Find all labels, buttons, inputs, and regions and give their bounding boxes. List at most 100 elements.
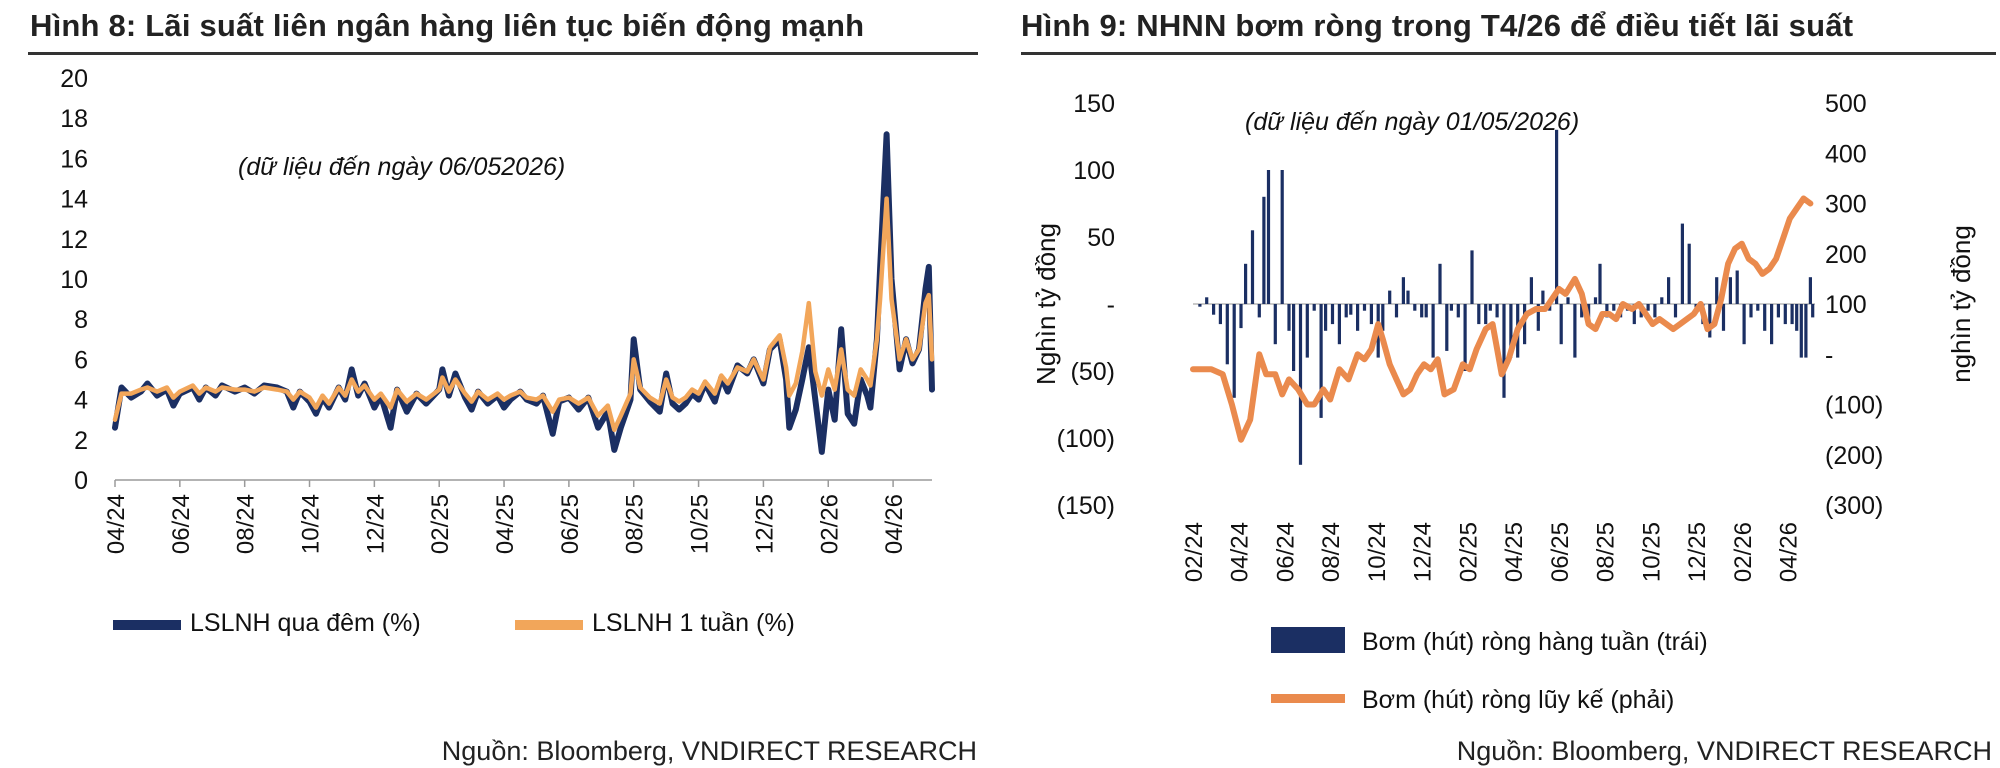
weekly-net-bar [1349, 304, 1353, 315]
weekly-net-bar [1218, 304, 1222, 325]
x-tick-label: 02/26 [816, 494, 843, 554]
y-tick-label: 4 [74, 387, 88, 415]
y-tick-label: 12 [60, 226, 88, 254]
figure-9-chart: (150) (100) (50) - 50 100 150 (300) (200) (100) - 1… [1031, 90, 1976, 714]
x-tick-label: 08/24 [233, 494, 260, 554]
y-left-tick-label: - [1107, 291, 1115, 319]
x-tick-label: 02/26 [1730, 522, 1757, 582]
weekly-net-bar [1763, 304, 1767, 331]
weekly-net-bar [1593, 297, 1598, 304]
weekly-net-bar [1205, 297, 1209, 304]
x-tick-label: 08/24 [1318, 522, 1345, 582]
weekly-net-bar [1770, 304, 1774, 345]
weekly-net-bar [1573, 304, 1577, 358]
weekly-net-bar [1239, 304, 1243, 329]
weekly-net-bar [1312, 304, 1316, 311]
weekly-net-bar [1250, 230, 1255, 304]
weekly-net-bar [1406, 290, 1410, 304]
series-overnight-line [112, 131, 935, 455]
x-tick-label: 12/24 [362, 494, 389, 554]
weekly-net-bar [1305, 304, 1309, 358]
x-tick-label: 10/24 [1364, 522, 1391, 582]
annotation: (dữ liệu đến ngày 06/052026) [238, 153, 565, 181]
weekly-net-bar [1523, 304, 1527, 345]
weekly-net-bar [1667, 277, 1671, 304]
weekly-net-bar [1244, 263, 1248, 304]
weekly-net-bar [1401, 277, 1405, 304]
y-tick-label: 14 [60, 186, 88, 214]
series-1week-line [112, 196, 935, 433]
y-tick-label: 16 [60, 145, 88, 173]
weekly-net-bar [1330, 304, 1335, 325]
y-right-tick-label: (300) [1825, 492, 1883, 520]
weekly-net-bar [1424, 304, 1428, 318]
weekly-net-bar [1673, 304, 1678, 318]
figure-8-chart: 0 2 4 6 8 10 12 14 16 18 20 04/24 06/24 08/24 10/24 12/… [60, 65, 935, 637]
weekly-net-bar [1381, 304, 1385, 331]
weekly-net-bar [1456, 304, 1460, 318]
weekly-net-bar [1225, 304, 1229, 365]
y-left-tick-label: (150) [1057, 492, 1115, 520]
weekly-net-bar [1708, 304, 1712, 338]
legend-weekly-label: Bơm (hút) ròng hàng tuần (trái) [1362, 628, 1708, 656]
weekly-net-bar [1212, 304, 1216, 315]
weekly-net-bar [1687, 243, 1691, 304]
weekly-net-bar [1431, 304, 1435, 358]
x-tick-label: 10/25 [687, 494, 714, 554]
y-left-tick-label: (50) [1071, 358, 1115, 386]
weekly-net-bar [1280, 170, 1284, 304]
weekly-net-bar [1344, 304, 1348, 318]
weekly-net-bar [1362, 304, 1367, 311]
legend-overnight-swatch [113, 620, 181, 630]
weekly-net-bar [1470, 250, 1474, 304]
y-tick-label: 0 [74, 467, 88, 495]
weekly-net-bar [1646, 304, 1650, 311]
y-tick-label: 2 [74, 427, 88, 455]
weekly-net-bar [1388, 290, 1392, 304]
x-tick-label: 06/24 [1272, 522, 1299, 582]
x-tick-label: 02/25 [1455, 522, 1482, 582]
y-left-tick-label: (100) [1057, 425, 1115, 453]
weekly-net-bar [1536, 304, 1540, 331]
x-tick-label: 04/24 [103, 494, 130, 554]
weekly-net-bar [1488, 304, 1492, 311]
weekly-net-bar [1632, 304, 1636, 325]
weekly-net-bar [1715, 277, 1719, 304]
weekly-net-bar [1495, 304, 1499, 318]
weekly-net-bar [1721, 304, 1726, 331]
weekly-net-bar [1612, 304, 1616, 311]
weekly-net-bar [1566, 297, 1570, 304]
y-tick-label: 10 [60, 266, 88, 294]
x-tick-label: 10/24 [298, 494, 325, 554]
x-tick-label: 02/24 [1181, 522, 1208, 582]
weekly-net-bar [1287, 304, 1291, 331]
legend-1week-label: LSLNH 1 tuần (%) [592, 609, 795, 637]
weekly-net-bar [1783, 304, 1787, 325]
weekly-net-bar [1808, 277, 1812, 304]
weekly-net-bar [1266, 170, 1271, 304]
weekly-net-bar [1413, 304, 1417, 311]
weekly-net-bar [1356, 304, 1360, 331]
weekly-net-bar [1324, 304, 1328, 331]
weekly-net-bar [1484, 304, 1488, 325]
y-left-axis-label: Nghìn tỷ đồng [1031, 223, 1061, 385]
weekly-net-bar [1292, 304, 1296, 371]
weekly-net-bar [1449, 304, 1453, 311]
weekly-net-bar [1232, 304, 1236, 398]
weekly-net-bar [1735, 270, 1739, 304]
weekly-net-bar [1477, 304, 1481, 325]
figure-8-panel: Hình 8: Lãi suất liên ngân hàng liên tục… [0, 0, 985, 768]
figure-8-source: Nguồn: Bloomberg, VNDIRECT RESEARCH [441, 736, 977, 766]
x-tick-label: 04/26 [881, 494, 908, 554]
weekly-net-bar [1742, 304, 1746, 345]
y-right-axis-label: nghìn tỷ đồng [1946, 225, 1976, 383]
weekly-net-bar [1756, 304, 1760, 311]
figure-9-title-rule [1021, 52, 1996, 55]
x-tick-label: 12/25 [751, 494, 778, 554]
weekly-net-bar [1198, 304, 1202, 307]
y-right-tick-label: (100) [1825, 392, 1883, 420]
x-tick-label: 06/25 [1547, 522, 1574, 582]
annotation: (dữ liệu đến ngày 01/05/2026) [1245, 108, 1579, 136]
weekly-net-bar [1445, 304, 1449, 351]
x-tick-label: 06/24 [168, 494, 195, 554]
